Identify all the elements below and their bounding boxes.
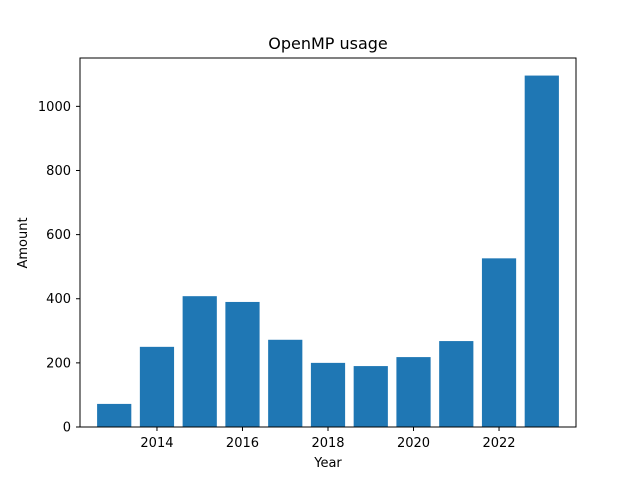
bars <box>97 75 559 427</box>
bar-2017 <box>268 339 303 427</box>
y-tick-label: 0 <box>63 421 71 436</box>
x-axis-ticks: 2014 2016 2018 2020 2022 <box>140 427 516 451</box>
bar-2018 <box>310 362 346 427</box>
x-tick-label: 2018 <box>311 436 344 451</box>
y-tick-label: 800 <box>46 164 71 179</box>
y-axis-ticks: 0 200 400 600 800 1000 <box>38 100 80 436</box>
bar-2022 <box>481 258 517 427</box>
chart-title: OpenMP usage <box>268 34 388 53</box>
bar-2015 <box>182 296 217 427</box>
bar-2021 <box>439 341 474 427</box>
bar-2023 <box>524 75 559 427</box>
bar-2020 <box>396 357 431 427</box>
x-tick-label: 2020 <box>397 436 430 451</box>
y-tick-label: 200 <box>46 356 71 371</box>
bar-2014 <box>139 346 175 427</box>
y-tick-label: 400 <box>46 292 71 307</box>
x-tick-label: 2016 <box>226 436 259 451</box>
x-tick-label: 2022 <box>482 436 515 451</box>
bar-2016 <box>225 301 260 427</box>
y-axis-label: Amount <box>16 217 31 268</box>
y-tick-label: 600 <box>46 228 71 243</box>
x-axis-label: Year <box>313 456 342 471</box>
bar-2013 <box>97 403 132 427</box>
y-tick-label: 1000 <box>38 100 71 115</box>
x-tick-label: 2014 <box>140 436 173 451</box>
bar-2019 <box>353 366 388 427</box>
